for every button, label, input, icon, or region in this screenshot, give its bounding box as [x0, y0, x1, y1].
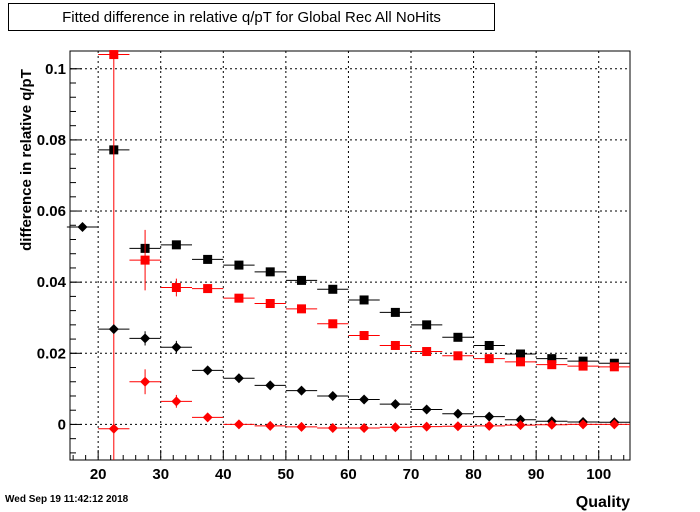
plot-frame: [69, 50, 631, 461]
data-point-diamond: [296, 385, 307, 396]
data-point-square: [359, 295, 369, 305]
data-point-square: [234, 293, 244, 303]
data-point-diamond: [578, 419, 589, 430]
chart-title-text: Fitted difference in relative q/pT for G…: [62, 8, 441, 26]
data-point-square: [359, 331, 369, 341]
axis-ticks: 20 30 40 50 60 70 80 90 100 0 0.02 0.04 0.06 0.08 0.1: [37, 61, 625, 483]
data-point-square: [578, 361, 588, 371]
data-point-square: [328, 284, 338, 294]
data-point-diamond: [202, 365, 213, 376]
x-tick-label: 40: [215, 466, 232, 483]
data-point-diamond: [77, 222, 88, 233]
data-point-square: [109, 50, 119, 60]
data-point-square: [453, 332, 463, 342]
data-point-diamond: [233, 419, 244, 430]
data-point-square: [516, 357, 526, 367]
data-point-square: [547, 354, 557, 364]
data-point-diamond: [359, 394, 370, 405]
data-point-diamond: [515, 420, 526, 431]
data-point-diamond: [140, 376, 151, 387]
data-point-square: [171, 240, 181, 250]
data-point-square: [203, 284, 213, 294]
grid: [70, 51, 630, 460]
y-tick-label: 0.06: [37, 203, 66, 220]
data-point-square: [422, 320, 432, 330]
data-point-diamond: [452, 421, 463, 432]
data-point-diamond: [390, 399, 401, 410]
timestamp: Wed Sep 19 11:42:12 2018: [5, 494, 129, 505]
data-point-diamond: [515, 414, 526, 425]
y-tick-label: 0.1: [45, 61, 66, 78]
x-tick-label: 50: [278, 466, 295, 483]
data-point-diamond: [171, 396, 182, 407]
data-point-diamond: [265, 420, 276, 431]
data-point-diamond: [546, 419, 557, 430]
y-tick-label: 0.02: [37, 345, 66, 362]
data-point-square: [297, 275, 307, 285]
x-tick-label: 70: [403, 466, 420, 483]
data-point-square: [578, 356, 588, 366]
data-point-square: [265, 299, 275, 309]
data-point-square: [422, 347, 432, 357]
data-point-square: [390, 307, 400, 317]
data-point-square: [484, 354, 494, 364]
data-point-diamond: [327, 422, 338, 433]
data-point-square: [390, 340, 400, 350]
data-point-diamond: [265, 380, 276, 391]
x-tick-label: 20: [90, 466, 107, 483]
y-axis-label: difference in relative q/pT: [18, 69, 35, 251]
data-point-diamond: [609, 419, 620, 430]
data-point-diamond: [421, 421, 432, 432]
data-point-diamond: [390, 422, 401, 433]
data-point-diamond: [296, 421, 307, 432]
x-axis-label: Quality: [576, 494, 630, 511]
data-point-square: [265, 267, 275, 277]
x-tick-label: 90: [528, 466, 545, 483]
data-marks: [66, 50, 630, 460]
data-point-square: [609, 362, 619, 372]
data-point-square: [453, 351, 463, 361]
data-point-diamond: [484, 420, 495, 431]
data-point-square: [547, 360, 557, 370]
data-point-diamond: [202, 412, 213, 423]
data-point-diamond: [108, 324, 119, 335]
data-point-square: [171, 283, 181, 293]
data-point-diamond: [140, 333, 151, 344]
data-point-diamond: [452, 408, 463, 419]
data-point-square: [140, 255, 150, 265]
data-point-square: [234, 260, 244, 270]
data-point-square: [297, 304, 307, 314]
y-tick-label: 0: [58, 416, 66, 433]
x-tick-label: 60: [340, 466, 357, 483]
x-tick-label: 30: [152, 466, 169, 483]
data-point-diamond: [359, 422, 370, 433]
data-point-square: [203, 254, 213, 264]
data-point-diamond: [484, 411, 495, 422]
y-tick-label: 0.08: [37, 132, 66, 149]
data-point-diamond: [108, 423, 119, 434]
data-point-diamond: [327, 390, 338, 401]
data-point-diamond: [421, 404, 432, 415]
chart-title: Fitted difference in relative q/pT for G…: [8, 3, 495, 31]
x-tick-label: 80: [465, 466, 482, 483]
y-tick-label: 0.04: [37, 274, 67, 291]
x-tick-label: 100: [586, 466, 611, 483]
data-point-square: [484, 340, 494, 350]
data-point-square: [516, 349, 526, 359]
data-point-diamond: [171, 342, 182, 353]
data-point-square: [328, 319, 338, 329]
data-point-diamond: [233, 373, 244, 384]
